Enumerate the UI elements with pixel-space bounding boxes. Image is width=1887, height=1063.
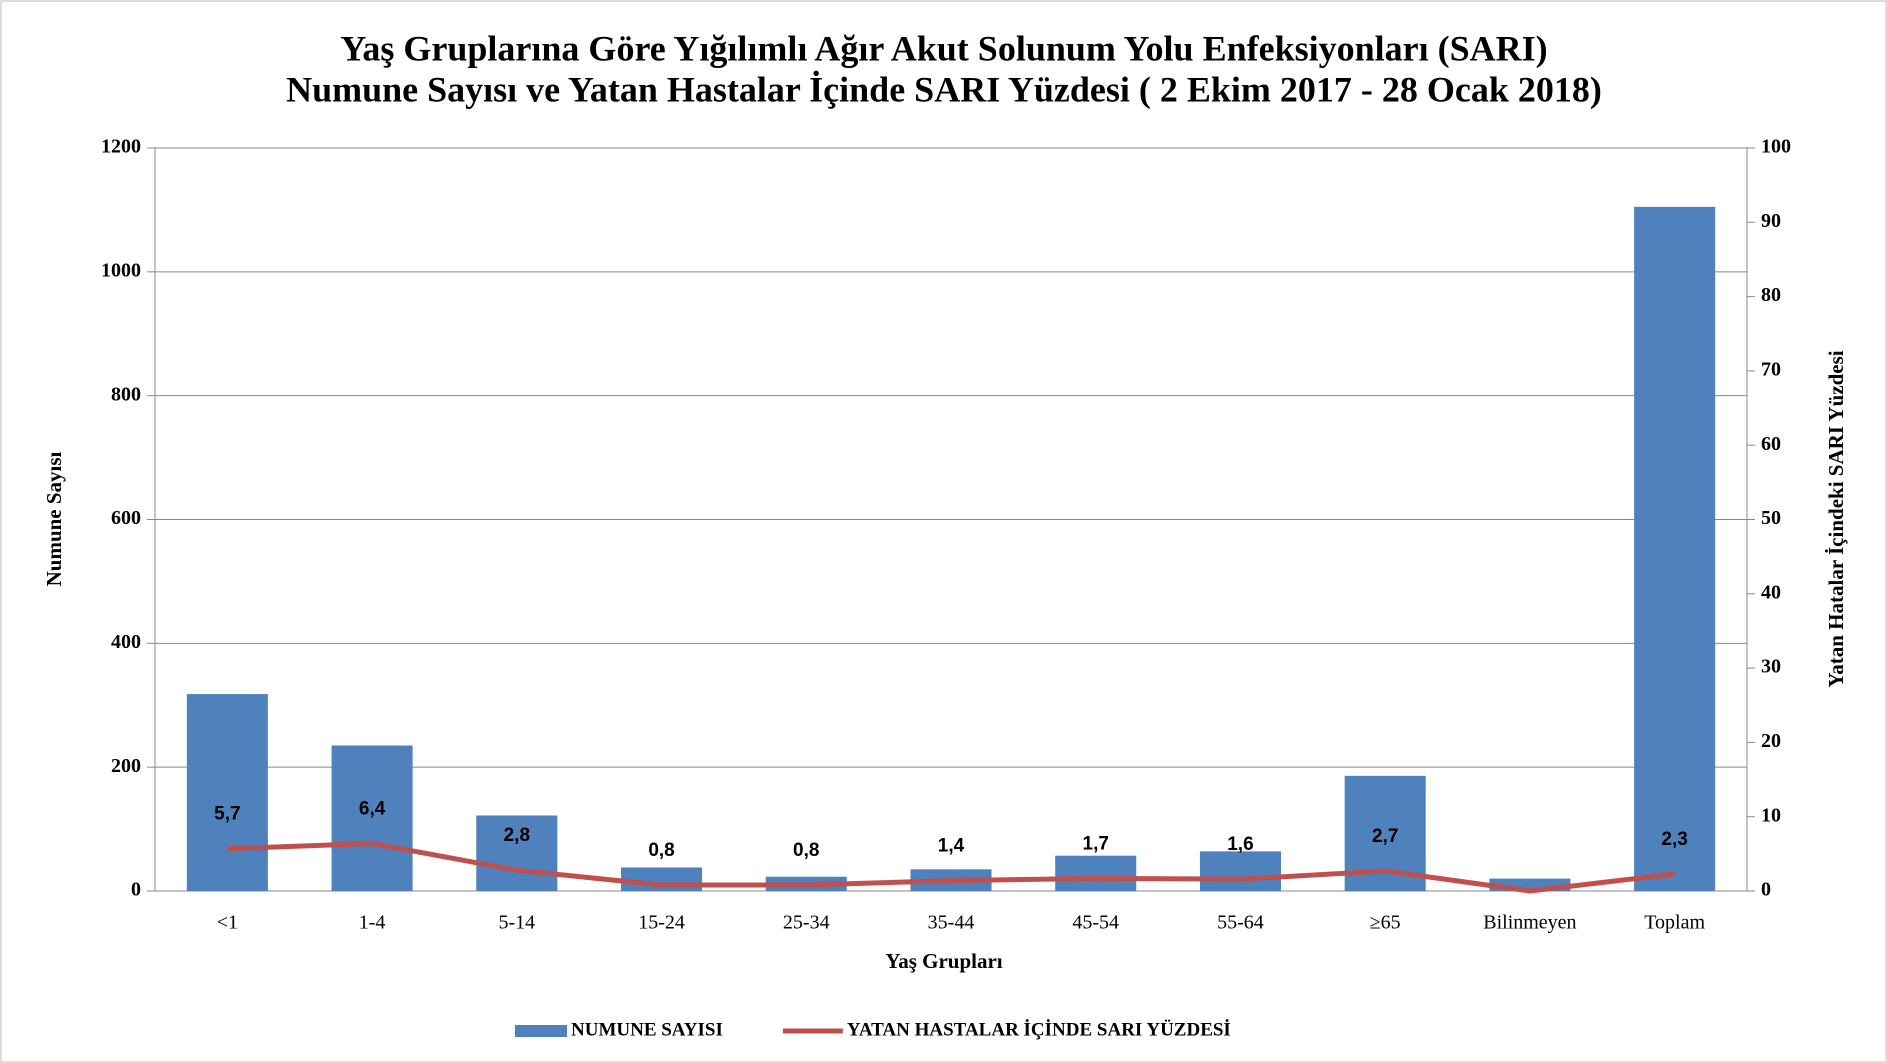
- y2-tick-label: 70: [1761, 358, 1781, 380]
- bar: [476, 815, 558, 891]
- y-tick-label: 400: [111, 631, 141, 653]
- x-tick-label: 45-54: [1072, 912, 1119, 934]
- y2-tick-label: 100: [1761, 136, 1791, 158]
- bar: [1055, 855, 1137, 891]
- y-tick-label: 0: [131, 879, 141, 901]
- chart-subtitle: Numune Sayısı ve Yatan Hastalar İçinde S…: [286, 69, 1602, 109]
- x-tick-label: 25-34: [783, 912, 830, 934]
- y2-tick-label: 0: [1761, 879, 1771, 901]
- x-tick-label: 15-24: [638, 912, 685, 934]
- y2-tick-label: 50: [1761, 507, 1781, 529]
- x-tick-label: Toplam: [1644, 912, 1705, 934]
- data-label: 6,4: [359, 798, 386, 819]
- data-label: 1,6: [1227, 834, 1253, 855]
- y-tick-label: 600: [111, 507, 141, 529]
- y2-tick-label: 30: [1761, 656, 1781, 678]
- x-tick-label: 5-14: [498, 912, 535, 934]
- data-label: 2,8: [504, 825, 530, 846]
- y2-tick-label: 90: [1761, 210, 1781, 232]
- bar: [1634, 206, 1716, 892]
- y-tick-label: 800: [111, 383, 141, 405]
- data-label: 1,4: [938, 836, 965, 857]
- bar: [1199, 851, 1281, 891]
- y-tick-label: 1200: [101, 136, 141, 158]
- bar: [186, 694, 268, 891]
- x-tick-label: 35-44: [928, 912, 975, 934]
- chart-title: Yaş Gruplarına Göre Yığılımlı Ağır Akut …: [340, 28, 1547, 68]
- data-label: 2,3: [1661, 829, 1687, 850]
- y2-tick-label: 80: [1761, 284, 1781, 306]
- legend-label: YATAN HASTALAR İÇİNDE SARI YÜZDESİ: [847, 1019, 1231, 1040]
- y2-axis-title: Yatan Hatalar İçindeki SARI Yüzdesi: [1824, 350, 1848, 687]
- y2-tick-label: 20: [1761, 730, 1781, 752]
- y-tick-label: 1000: [101, 259, 141, 281]
- line: [227, 840, 1675, 894]
- y2-tick-label: 40: [1761, 581, 1781, 603]
- x-tick-label: ≥65: [1370, 912, 1401, 934]
- y2-tick-label: 10: [1761, 804, 1781, 826]
- data-label: 0,8: [793, 840, 819, 861]
- bar: [331, 745, 413, 891]
- x-tick-label: 1-4: [359, 912, 386, 934]
- x-tick-label: 55-64: [1217, 912, 1264, 934]
- x-tick-label: <1: [217, 912, 238, 934]
- data-label: 1,7: [1083, 833, 1109, 854]
- legend-label: NUMUNE SAYISI: [571, 1019, 723, 1040]
- legend-swatch: [515, 1025, 567, 1037]
- data-label: 5,7: [214, 804, 240, 825]
- x-tick-label: Bilinmeyen: [1483, 912, 1576, 934]
- y2-tick-label: 60: [1761, 433, 1781, 455]
- x-axis-title: Yaş Grupları: [885, 949, 1002, 973]
- y-tick-label: 200: [111, 755, 141, 777]
- y-axis-title: Numune Sayısı: [42, 451, 66, 586]
- data-label: 0,8: [648, 840, 674, 861]
- data-label: 2,7: [1372, 826, 1398, 847]
